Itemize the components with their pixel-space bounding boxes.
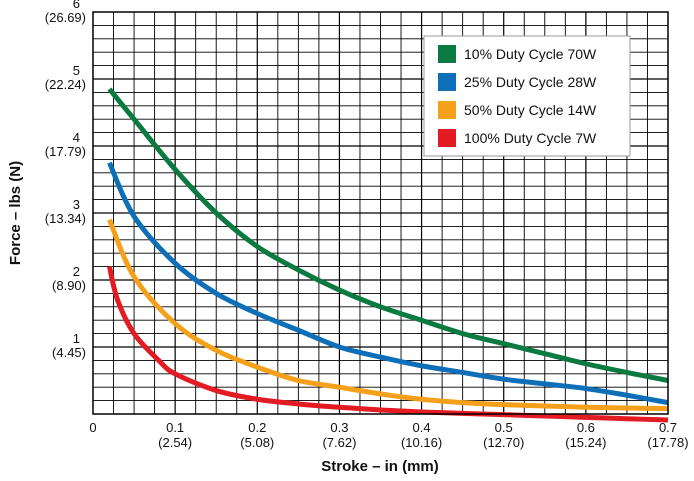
y-tick-label-n: (26.69)	[45, 10, 86, 25]
legend-swatch	[438, 45, 456, 63]
x-axis-title: Stroke – in (mm)	[321, 458, 439, 475]
x-tick-label-mm: (15.24)	[565, 435, 606, 450]
y-tick-label-n: (22.24)	[45, 77, 86, 92]
y-tick-labels: 1(4.45) 2(8.90) 3(13.34) 4(17.79) 5(22.24) 6(…	[45, 0, 86, 360]
x-tick-label: 0.7	[659, 420, 677, 435]
x-tick-label: 0.2	[248, 420, 266, 435]
x-tick-label: 0.4	[413, 420, 431, 435]
x-tick-label-mm: (10.16)	[401, 435, 442, 450]
y-tick-label-n: (17.79)	[45, 144, 86, 159]
legend-swatch	[438, 129, 456, 147]
series-layer	[106, 87, 669, 423]
legend-label: 10% Duty Cycle 70W	[464, 46, 597, 62]
x-tick-labels: 0 0.1(2.54) 0.2(5.08) 0.3(7.62) 0.4(10.16) 0.…	[89, 420, 688, 450]
series-line-1	[107, 87, 669, 383]
y-axis-title: Force – lbs (N)	[7, 161, 24, 265]
plot-frame	[92, 11, 669, 415]
x-tick-label: 0.5	[495, 420, 513, 435]
y-tick-label-n: (8.90)	[52, 278, 86, 293]
y-tick-label: 1	[73, 331, 80, 346]
legend-swatch	[438, 101, 456, 119]
x-tick-label-mm: (12.70)	[483, 435, 524, 450]
y-tick-label: 6	[73, 0, 80, 11]
legend-label: 25% Duty Cycle 28W	[464, 74, 597, 90]
y-tick-label: 2	[73, 264, 80, 279]
x-tick-label-mm: (2.54)	[158, 435, 192, 450]
x-tick-label: 0.1	[166, 420, 184, 435]
legend-label: 100% Duty Cycle 7W	[464, 130, 597, 146]
x-tick-label: 0	[89, 420, 96, 435]
y-tick-label: 3	[73, 197, 80, 212]
x-tick-label-mm: (17.78)	[647, 435, 688, 450]
series-line-2	[107, 161, 669, 406]
x-tick-label-mm: (5.08)	[240, 435, 274, 450]
x-tick-label-mm: (7.62)	[322, 435, 356, 450]
x-tick-label: 0.6	[577, 420, 595, 435]
legend-label: 50% Duty Cycle 14W	[464, 102, 597, 118]
legend-box	[423, 35, 631, 157]
y-tick-label: 4	[73, 130, 80, 145]
y-tick-label-n: (13.34)	[45, 211, 86, 226]
legend: 10% Duty Cycle 70W 25% Duty Cycle 28W 50% …	[423, 35, 631, 157]
y-tick-label: 5	[73, 63, 80, 78]
series-line-3	[107, 218, 669, 412]
y-tick-label-n: (4.45)	[52, 345, 86, 360]
series-line-4	[106, 266, 669, 423]
x-tick-label: 0.3	[330, 420, 348, 435]
legend-swatch	[438, 73, 456, 91]
